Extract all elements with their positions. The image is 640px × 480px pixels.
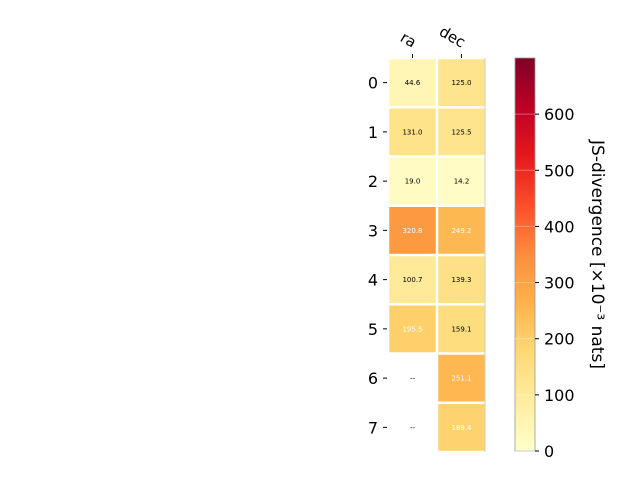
heatmap-cell xyxy=(438,354,485,402)
cell-value-label: 139.3 xyxy=(451,276,471,284)
row-label: 4 xyxy=(368,271,378,290)
heatmap-cell xyxy=(389,59,436,106)
heatmap-cell xyxy=(438,305,485,353)
colorbar-label: JS-divergence [×10⁻³ nats] xyxy=(587,139,607,369)
cell-value-label: 189.4 xyxy=(451,424,472,432)
column-labels: ra dec xyxy=(397,22,469,58)
colorbar-tick-label: 0 xyxy=(544,442,554,461)
colorbar-tick-label: 200 xyxy=(544,330,575,349)
row-label: 5 xyxy=(368,320,378,339)
colorbar-gradient xyxy=(514,57,536,452)
heatmap-cell xyxy=(389,256,436,303)
heatmap-cell xyxy=(438,256,485,303)
heatmap-cell xyxy=(438,108,485,156)
column-label: ra xyxy=(397,28,419,51)
row-label: 0 xyxy=(368,74,378,93)
cell-value-label: 320.8 xyxy=(402,227,422,235)
heatmap-cell xyxy=(389,157,436,205)
colorbar-ticks: 0 100 200 300 400 500 600 xyxy=(515,105,575,461)
row-label: 1 xyxy=(368,123,378,142)
cell-value-label: 249.2 xyxy=(451,227,471,235)
heatmap-cell xyxy=(389,108,436,156)
row-label: 7 xyxy=(368,418,378,437)
row-label: 2 xyxy=(368,172,378,191)
cell-value-label: 19.0 xyxy=(405,178,421,186)
cell-value-label: 131.0 xyxy=(402,128,422,136)
heatmap-cell xyxy=(438,59,485,106)
colorbar-tick-label: 100 xyxy=(544,386,575,405)
heatmap-cell xyxy=(438,207,485,254)
cell-value-label: 100.7 xyxy=(402,276,422,284)
column-label: dec xyxy=(436,22,468,51)
heatmap-cell xyxy=(389,207,436,254)
cell-value-label: 125.5 xyxy=(451,128,471,136)
row-label: 3 xyxy=(368,221,378,240)
cell-value-label: 14.2 xyxy=(454,178,470,186)
cell-value-label: -- xyxy=(410,424,416,432)
heatmap-grid: 44.6 125.0 131.0 125.5 19.0 14.2 320.8 249.2 100… xyxy=(389,58,486,452)
cell-value-label: 44.6 xyxy=(405,79,421,87)
cell-value-label: 125.0 xyxy=(451,79,471,87)
heatmap-cell xyxy=(389,305,436,353)
cell-value-label: 159.1 xyxy=(451,325,471,333)
cell-value-label: 195.5 xyxy=(402,325,422,333)
row-labels: 0 1 2 3 4 5 6 7 xyxy=(368,74,387,437)
colorbar: 0 100 200 300 400 500 600 JS-divergence [×10⁻³… xyxy=(514,57,607,461)
cell-value-label: -- xyxy=(410,375,416,383)
colorbar-tick-label: 500 xyxy=(544,161,575,180)
colorbar-tick-label: 600 xyxy=(544,105,575,124)
heatmap-cell xyxy=(438,157,485,205)
cell-value-label: 251.1 xyxy=(451,375,471,383)
row-label: 6 xyxy=(368,369,378,388)
colorbar-tick-label: 300 xyxy=(544,274,575,293)
colorbar-tick-label: 400 xyxy=(544,217,575,236)
heatmap-cell xyxy=(438,404,485,451)
